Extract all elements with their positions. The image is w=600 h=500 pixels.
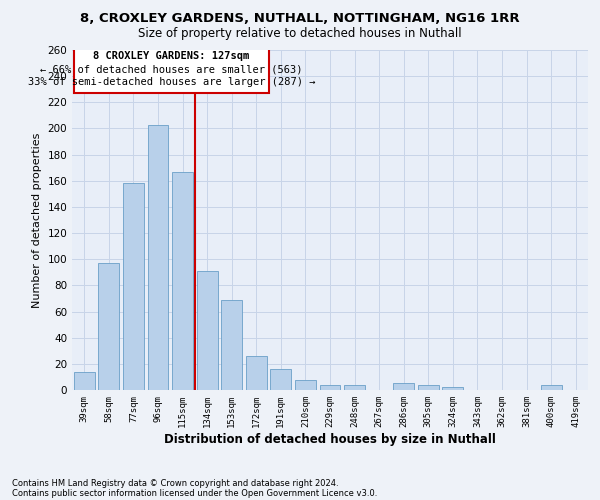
- Text: Size of property relative to detached houses in Nuthall: Size of property relative to detached ho…: [138, 28, 462, 40]
- Text: 33% of semi-detached houses are larger (287) →: 33% of semi-detached houses are larger (…: [28, 78, 315, 88]
- Y-axis label: Number of detached properties: Number of detached properties: [32, 132, 42, 308]
- Bar: [123, 184, 144, 390]
- Bar: [320, 385, 340, 390]
- Text: 8, CROXLEY GARDENS, NUTHALL, NOTTINGHAM, NG16 1RR: 8, CROXLEY GARDENS, NUTHALL, NOTTINGHAM,…: [80, 12, 520, 26]
- Bar: [197, 271, 218, 390]
- Text: ← 66% of detached houses are smaller (563): ← 66% of detached houses are smaller (56…: [40, 64, 303, 74]
- Bar: [442, 388, 463, 390]
- Bar: [295, 380, 316, 390]
- X-axis label: Distribution of detached houses by size in Nuthall: Distribution of detached houses by size …: [164, 432, 496, 446]
- Bar: [148, 124, 169, 390]
- Text: Contains public sector information licensed under the Open Government Licence v3: Contains public sector information licen…: [12, 488, 377, 498]
- Bar: [74, 372, 95, 390]
- Text: 8 CROXLEY GARDENS: 127sqm: 8 CROXLEY GARDENS: 127sqm: [94, 52, 250, 62]
- Bar: [344, 385, 365, 390]
- Bar: [172, 172, 193, 390]
- Bar: [418, 385, 439, 390]
- Bar: [98, 263, 119, 390]
- Text: Contains HM Land Registry data © Crown copyright and database right 2024.: Contains HM Land Registry data © Crown c…: [12, 478, 338, 488]
- Bar: [541, 385, 562, 390]
- Bar: [271, 369, 292, 390]
- Bar: [393, 384, 414, 390]
- Bar: [246, 356, 267, 390]
- FancyBboxPatch shape: [74, 48, 269, 93]
- Bar: [221, 300, 242, 390]
